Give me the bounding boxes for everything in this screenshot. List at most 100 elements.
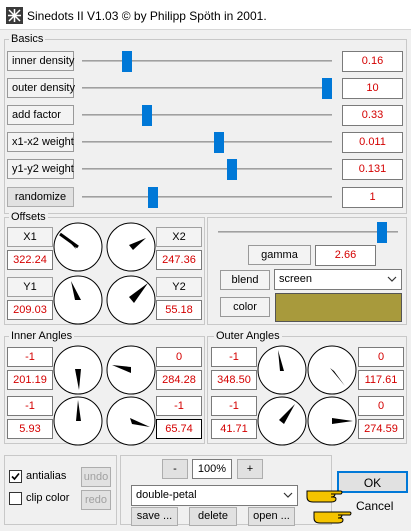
inner-angle-1-value[interactable]: 201.19 <box>7 370 53 390</box>
add-factor-slider-track[interactable] <box>82 114 332 116</box>
outer-angle-2-mult[interactable]: 0 <box>358 347 404 367</box>
app-icon <box>6 7 23 24</box>
zoom-minus-button[interactable]: - <box>162 459 188 479</box>
inner-angle-2-mult[interactable]: 0 <box>156 347 202 367</box>
x1-x2-weight-value[interactable]: 0.011 <box>342 132 403 153</box>
y2-value[interactable]: 55.18 <box>156 300 202 320</box>
cancel-button[interactable]: Cancel <box>356 499 394 513</box>
randomize-slider-track[interactable] <box>82 196 332 198</box>
outer-angle-2-dial-icon[interactable] <box>307 345 357 395</box>
y1-dial-icon[interactable] <box>53 275 103 325</box>
y1-y2-weight-value[interactable]: 0.131 <box>342 159 403 180</box>
blend-label: blend <box>220 270 270 290</box>
delete-button[interactable]: delete <box>189 507 237 526</box>
checkmark-icon <box>11 472 20 481</box>
x1-x2-weight-slider-thumb[interactable] <box>214 132 225 153</box>
pointing-hand-icon <box>313 511 352 524</box>
basics-label: Basics <box>9 33 46 45</box>
clip-color-checkbox[interactable] <box>9 492 22 505</box>
outer-angle-4-value[interactable]: 274.59 <box>358 419 404 439</box>
inner-angle-4-mult[interactable]: -1 <box>156 396 202 416</box>
x1-dial-icon[interactable] <box>53 222 103 272</box>
y1-label: Y1 <box>7 277 53 297</box>
pointing-hand-icon <box>306 490 343 503</box>
title-bar: Sinedots II V1.03 © by Philipp Spöth in … <box>0 0 411 30</box>
antialias-label: antialias <box>26 470 67 482</box>
window-title: Sinedots II V1.03 © by Philipp Spöth in … <box>27 9 267 23</box>
gamma-value[interactable]: 2.66 <box>315 245 376 266</box>
randomize-button[interactable]: randomize <box>7 187 74 207</box>
inner-angle-3-mult[interactable]: -1 <box>7 396 53 416</box>
offsets-label: Offsets <box>9 211 48 223</box>
gamma-slider-thumb[interactable] <box>376 222 387 243</box>
inner-density-slider-track[interactable] <box>82 60 332 62</box>
basics-group <box>4 39 407 214</box>
outer-angle-4-mult[interactable]: 0 <box>358 396 404 416</box>
outer-angle-1-dial-icon[interactable] <box>257 345 307 395</box>
y1-value[interactable]: 209.03 <box>7 300 53 320</box>
zoom-plus-button[interactable]: + <box>237 459 263 479</box>
options-group <box>4 455 117 525</box>
outer-angles-group <box>207 336 407 444</box>
x1-x2-weight-label: x1-x2 weight <box>7 132 74 152</box>
outer-density-label: outer density <box>7 78 75 98</box>
inner-angle-3-value[interactable]: 5.93 <box>7 419 53 439</box>
clip-color-label: clip color <box>26 492 70 504</box>
outer-angle-3-dial-icon[interactable] <box>257 396 307 446</box>
inner-angle-2-dial-icon[interactable] <box>106 345 156 395</box>
inner-density-value[interactable]: 0.16 <box>342 51 403 72</box>
y2-dial-icon[interactable] <box>106 275 156 325</box>
outer-angle-2-value[interactable]: 117.61 <box>358 370 404 390</box>
outer-density-slider-thumb[interactable] <box>322 78 332 99</box>
outer-angles-label: Outer Angles <box>214 330 282 342</box>
inner-angle-1-mult[interactable]: -1 <box>7 347 53 367</box>
outer-angle-3-value[interactable]: 41.71 <box>211 419 257 439</box>
y1-y2-weight-slider-thumb[interactable] <box>227 159 238 180</box>
preset-select[interactable]: double-petal <box>131 485 298 506</box>
color-label: color <box>220 297 270 317</box>
blend-select[interactable]: screen <box>274 269 402 290</box>
color-swatch[interactable] <box>275 293 402 322</box>
outer-angle-1-mult[interactable]: -1 <box>211 347 257 367</box>
outer-density-slider-track[interactable] <box>82 87 332 89</box>
save-button[interactable]: save ... <box>131 507 178 526</box>
undo-button[interactable]: undo <box>81 467 111 487</box>
randomize-slider-thumb[interactable] <box>148 187 159 208</box>
blend-select-value: screen <box>279 273 313 285</box>
redo-button[interactable]: redo <box>81 490 111 510</box>
randomize-value[interactable]: 1 <box>342 187 403 208</box>
inner-angle-4-dial-icon[interactable] <box>106 396 156 446</box>
inner-density-slider-thumb[interactable] <box>121 51 132 72</box>
chevron-down-icon <box>282 488 294 505</box>
x2-value[interactable]: 247.36 <box>156 250 202 270</box>
x2-label: X2 <box>156 227 202 247</box>
inner-angles-group <box>4 336 205 444</box>
y1-y2-weight-slider-track[interactable] <box>82 168 332 170</box>
add-factor-slider-thumb[interactable] <box>141 105 152 126</box>
antialias-checkbox[interactable] <box>9 470 22 483</box>
gamma-slider-track[interactable] <box>218 231 398 233</box>
inner-angle-3-dial-icon[interactable] <box>53 396 103 446</box>
inner-angles-label: Inner Angles <box>9 330 75 342</box>
inner-angle-4-value[interactable]: 65.74 <box>156 419 202 439</box>
outer-angle-1-value[interactable]: 348.50 <box>211 370 257 390</box>
render-group <box>207 217 407 325</box>
x1-value[interactable]: 322.24 <box>7 250 53 270</box>
zoom-level[interactable]: 100% <box>192 459 232 479</box>
y1-y2-weight-label: y1-y2 weight <box>7 159 74 179</box>
y2-label: Y2 <box>156 277 202 297</box>
add-factor-value[interactable]: 0.33 <box>342 105 403 126</box>
inner-angle-1-dial-icon[interactable] <box>53 345 103 395</box>
ok-button[interactable]: OK <box>337 471 408 493</box>
add-factor-label: add factor <box>7 105 74 125</box>
chevron-down-icon <box>386 272 398 289</box>
inner-angle-2-value[interactable]: 284.28 <box>156 370 202 390</box>
preset-select-value: double-petal <box>136 489 197 501</box>
x1-label: X1 <box>7 227 53 247</box>
open-button[interactable]: open ... <box>248 507 295 526</box>
outer-angle-4-dial-icon[interactable] <box>307 396 357 446</box>
outer-angle-3-mult[interactable]: -1 <box>211 396 257 416</box>
outer-density-value[interactable]: 10 <box>342 78 403 99</box>
x2-dial-icon[interactable] <box>106 222 156 272</box>
x1-x2-weight-slider-track[interactable] <box>82 141 332 143</box>
